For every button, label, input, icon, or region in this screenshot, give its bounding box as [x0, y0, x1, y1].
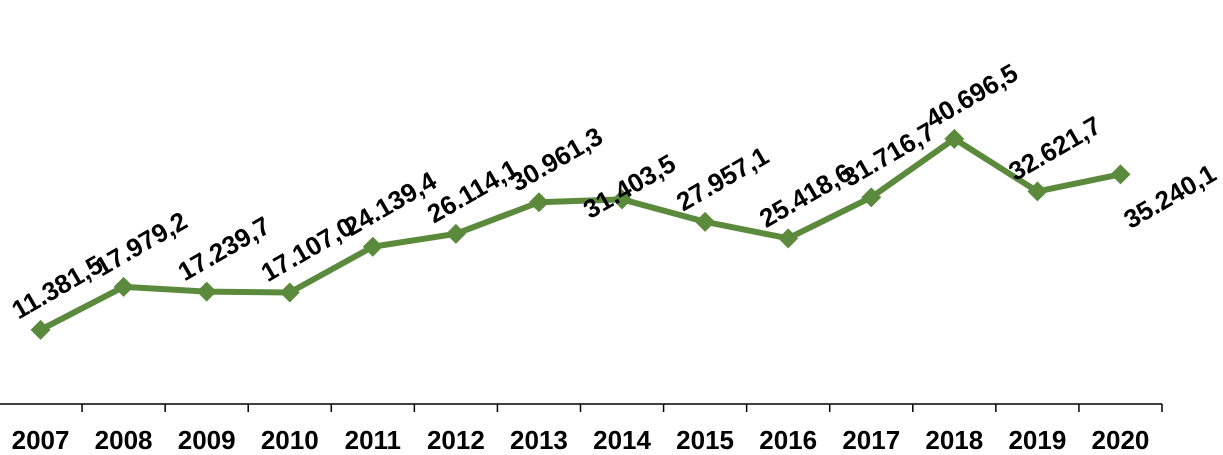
marker	[612, 189, 633, 210]
x-tick-label: 2020	[1092, 425, 1150, 455]
x-tick-label: 2008	[95, 425, 153, 455]
x-tick-label: 2009	[178, 425, 236, 455]
marker	[1027, 181, 1048, 202]
value-label: 40.696,5	[920, 57, 1023, 134]
x-tick-label: 2016	[759, 425, 817, 455]
marker	[944, 128, 965, 149]
marker	[279, 282, 300, 303]
marker	[445, 223, 466, 244]
marker	[196, 281, 217, 302]
x-tick-label: 2015	[676, 425, 734, 455]
value-label: 17.239,7	[173, 210, 276, 287]
marker	[362, 236, 383, 257]
value-label: 31.716,7	[837, 116, 940, 193]
marker	[861, 187, 882, 208]
x-tick-label: 2019	[1008, 425, 1066, 455]
x-tick-label: 2007	[12, 425, 70, 455]
x-tick-label: 2014	[593, 425, 651, 455]
value-label: 35.240,1	[1118, 158, 1221, 235]
value-label: 17.979,2	[90, 205, 193, 282]
value-label: 30.961,3	[505, 121, 608, 198]
x-tick-label: 2010	[261, 425, 319, 455]
x-tick-label: 2012	[427, 425, 485, 455]
x-tick-label: 2013	[510, 425, 568, 455]
marker	[778, 228, 799, 249]
marker	[695, 211, 716, 232]
marker	[113, 276, 134, 297]
marker	[30, 319, 51, 340]
marker	[528, 192, 549, 213]
x-tick-label: 2018	[925, 425, 983, 455]
marker	[1110, 164, 1131, 185]
x-tick-label: 2011	[345, 425, 401, 455]
value-label: 32.621,7	[1003, 110, 1106, 187]
line	[39, 135, 1122, 333]
x-tick-label: 2017	[842, 425, 900, 455]
